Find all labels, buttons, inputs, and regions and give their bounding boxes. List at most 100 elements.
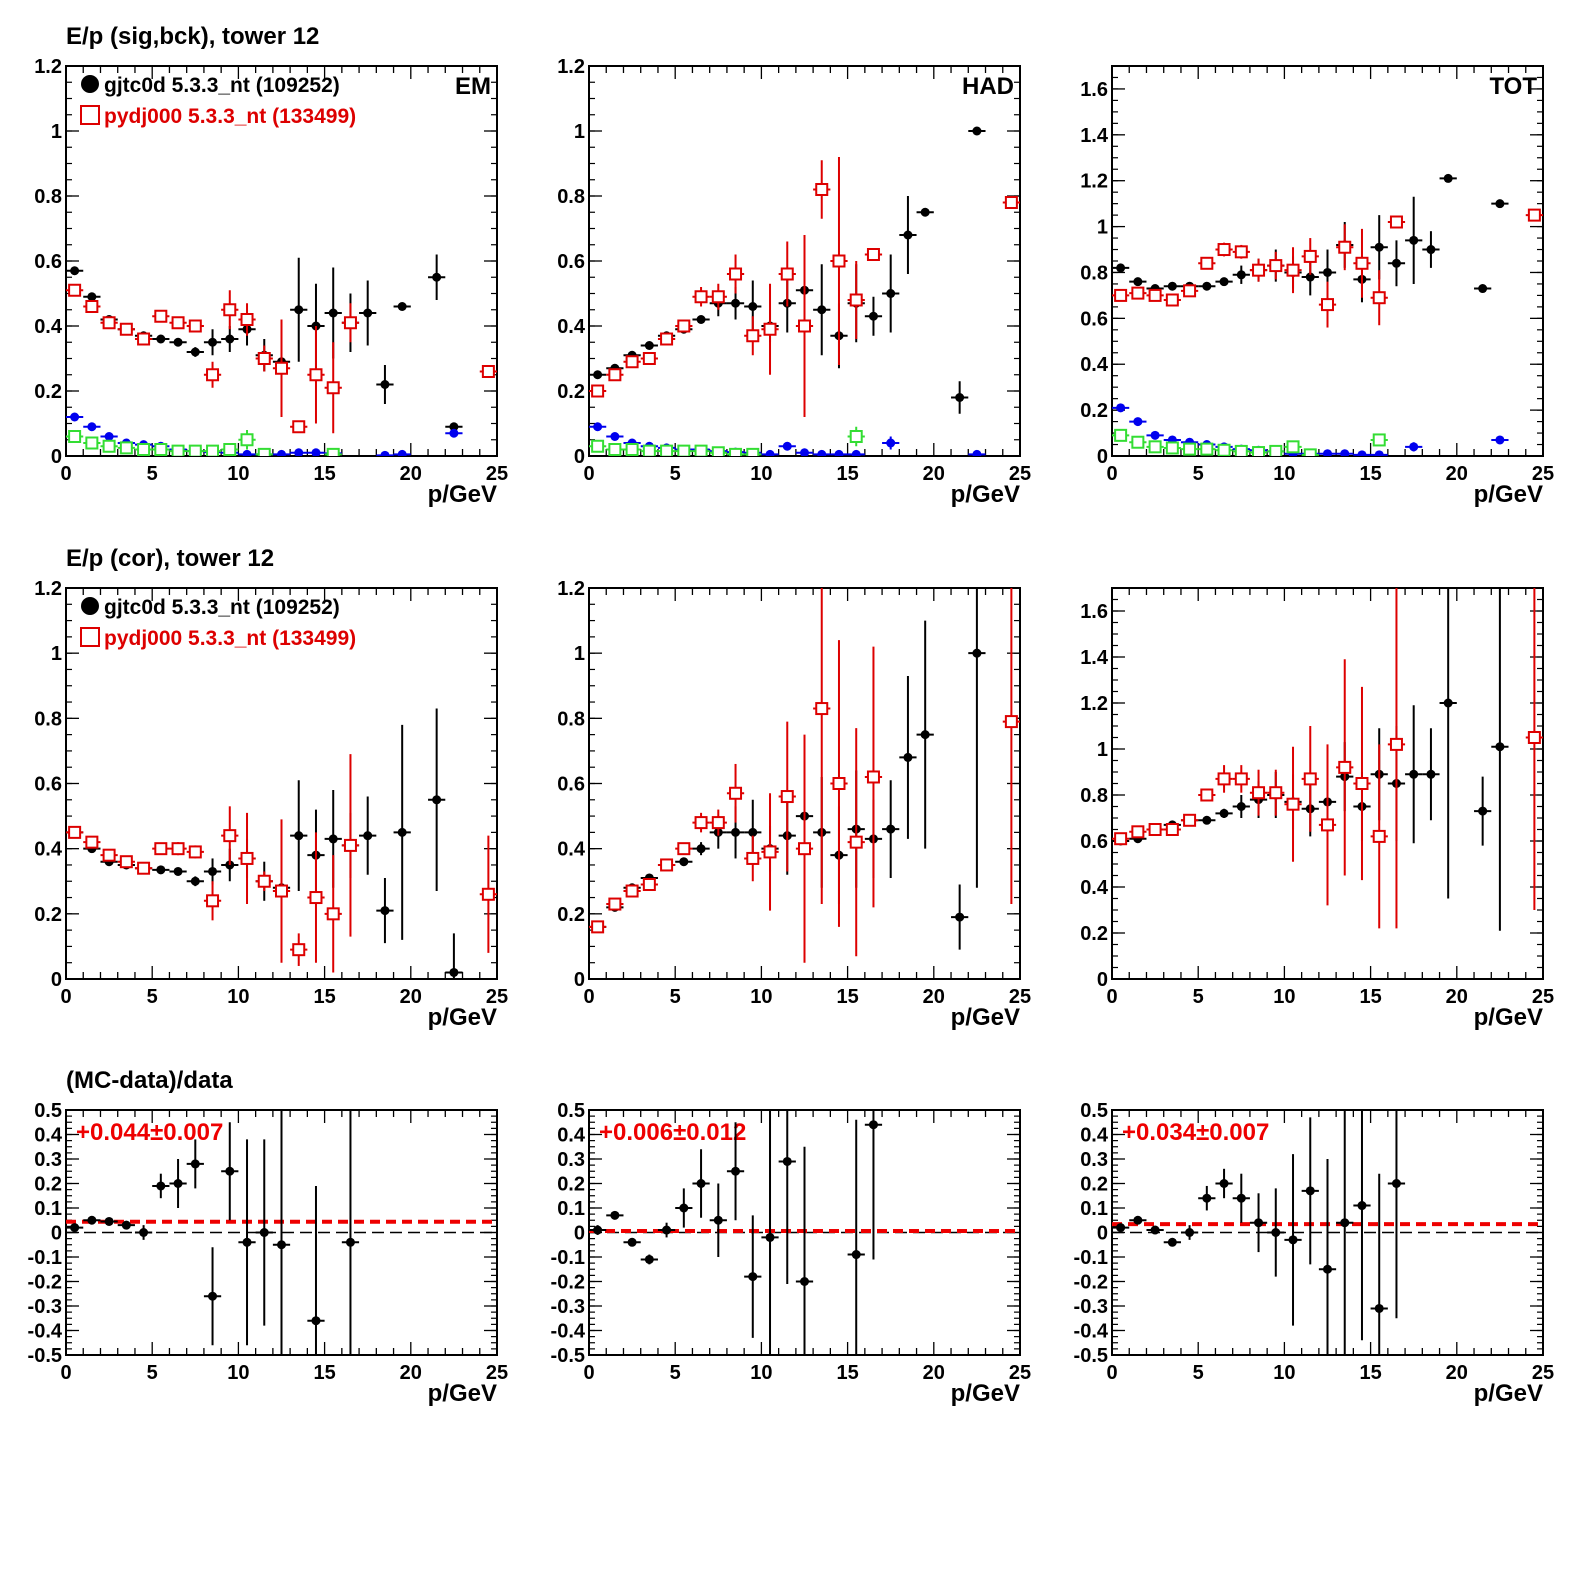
data-point [868, 311, 878, 321]
data-point [608, 443, 622, 456]
data-point [173, 1179, 183, 1188]
x-tick-label: 0 [583, 1362, 594, 1384]
data-point [1202, 815, 1212, 825]
data-point [834, 449, 844, 456]
x-tick-label: 5 [147, 986, 158, 1008]
data-point [449, 967, 459, 977]
y-tick-label: -0.1 [28, 1247, 62, 1269]
data-point [188, 444, 202, 456]
data-point [328, 834, 338, 844]
data-point [849, 293, 863, 307]
data-point [1114, 428, 1128, 442]
data-point [662, 1225, 672, 1235]
data-point [1234, 772, 1248, 786]
y-tick-label: 0.2 [557, 904, 585, 926]
data-point [625, 355, 639, 369]
x-tick-label: 25 [1009, 986, 1031, 1008]
data-point [729, 447, 743, 456]
data-point [1372, 433, 1386, 447]
data-point [677, 444, 691, 456]
plot-points [1112, 588, 1543, 931]
y-tick-label: 0.2 [1080, 400, 1108, 422]
y-tick-label: -0.1 [551, 1247, 585, 1269]
data-point [798, 319, 811, 333]
data-point [679, 857, 689, 867]
panel-ratio-tot: 0 5 10 15 20 25p/GeV-0.5-0.4-0.3-0.2-0.100.10… [1074, 1100, 1555, 1407]
data-point [866, 770, 880, 784]
data-point [397, 302, 407, 311]
data-point [1286, 440, 1300, 454]
data-point [1323, 267, 1332, 277]
y-tick-label: 0 [1097, 1223, 1108, 1245]
data-point [713, 1215, 723, 1225]
x-axis-label: p/GeV [428, 1380, 497, 1407]
data-point [920, 207, 930, 217]
data-point [311, 448, 321, 456]
data-point [154, 309, 168, 323]
y-tick-label: 0.4 [557, 316, 586, 338]
y-tick-label: -0.4 [551, 1321, 586, 1343]
y-tick-label: 0.5 [34, 1100, 62, 1122]
data-point [259, 1228, 269, 1237]
data-point [223, 443, 237, 456]
data-point [363, 831, 373, 841]
y-tick-label: 0.6 [557, 774, 585, 796]
y-tick-label: 0.2 [1080, 923, 1108, 945]
data-point [137, 861, 151, 875]
x-tick-label: 20 [923, 1362, 945, 1384]
data-point [309, 891, 323, 905]
data-point [694, 444, 708, 456]
y-tick-label: 0.4 [557, 1125, 586, 1147]
data-point [257, 352, 271, 365]
data-point [746, 447, 760, 456]
data-point [851, 449, 861, 456]
data-point [1269, 259, 1283, 273]
data-point [294, 305, 304, 315]
data-point [1133, 417, 1143, 427]
y-tick-label: 0.1 [34, 1198, 62, 1220]
data-point [1495, 199, 1505, 209]
x-tick-label: 0 [1106, 463, 1117, 485]
y-tick-label: 1.4 [1080, 125, 1109, 147]
x-tick-label: 25 [1532, 986, 1554, 1008]
data-point [1116, 263, 1126, 273]
data-point [765, 449, 775, 456]
data-point [70, 412, 80, 422]
x-tick-label: 10 [227, 463, 249, 485]
y-tick-label: 1.4 [1080, 647, 1109, 669]
panel-sig-em: 0 5 10 15 20 25p/GeV 0 0.2 0.4 0.6 0.8 1 1.2 EM gjtc0d… [34, 56, 508, 508]
x-tick-label: 5 [670, 463, 681, 485]
data-point [1131, 286, 1145, 300]
x-tick-label: 20 [1446, 1362, 1468, 1384]
data-point [1150, 430, 1160, 440]
data-point [102, 848, 116, 862]
data-point [156, 1181, 166, 1191]
y-tick-label: 0 [1097, 969, 1108, 991]
data-point [644, 341, 654, 350]
legend-marker [80, 627, 100, 647]
data-point [1527, 731, 1541, 744]
y-tick-label: -0.3 [1074, 1296, 1108, 1318]
data-point [1148, 823, 1162, 836]
y-tick-label: -0.3 [551, 1296, 585, 1318]
data-point [644, 1254, 654, 1264]
x-tick-label: 10 [750, 463, 772, 485]
data-point [1374, 1303, 1384, 1313]
data-point [1495, 435, 1505, 445]
row-title-ratio: (MC-data)/data [66, 1067, 233, 1094]
data-point [1183, 442, 1197, 456]
data-point [275, 361, 288, 375]
x-axis-label: p/GeV [428, 481, 497, 508]
x-tick-label: 0 [60, 986, 71, 1008]
data-point [1321, 818, 1334, 832]
data-point [87, 422, 97, 432]
y-tick-label: -0.2 [28, 1272, 62, 1294]
data-point [87, 292, 97, 302]
y-tick-label: 0.6 [34, 251, 62, 273]
data-point [481, 887, 495, 901]
data-point [817, 449, 827, 456]
data-point [711, 290, 725, 304]
data-point [782, 1156, 792, 1166]
data-point [102, 316, 116, 330]
x-axis-label: p/GeV [1474, 1380, 1543, 1407]
